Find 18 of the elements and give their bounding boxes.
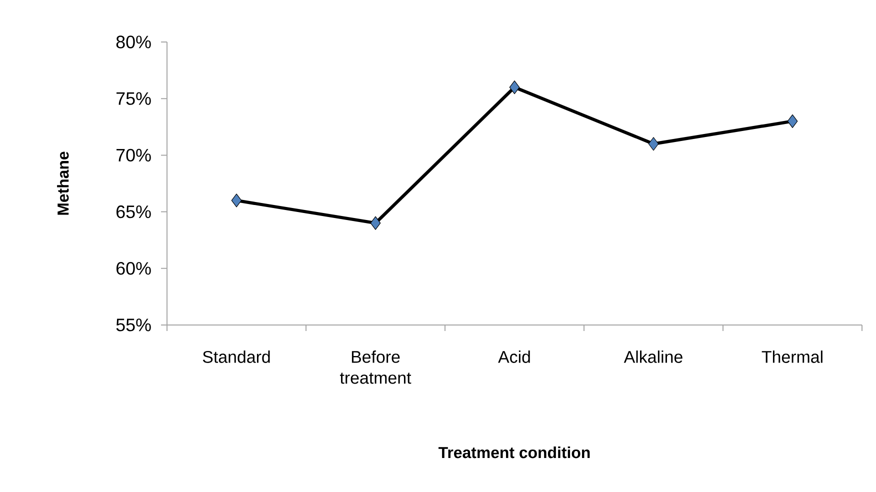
- x-tick-label: Thermal: [762, 350, 822, 363]
- y-tick-label: 80%: [116, 36, 151, 48]
- point: [370, 216, 381, 230]
- y-tick-label: 65%: [116, 205, 151, 218]
- y-tick-label: 70%: [116, 148, 151, 162]
- y-tick-label: 55%: [116, 318, 151, 332]
- x-axis-title: Treatment condition: [438, 446, 590, 458]
- point: [509, 80, 520, 94]
- point: [787, 114, 798, 128]
- x-tick-label: Before treatment: [340, 350, 412, 384]
- y-axis-title: Methane: [57, 152, 69, 215]
- point: [648, 137, 659, 151]
- y-tick-label: 75%: [116, 92, 151, 105]
- point: [231, 194, 242, 208]
- x-tick-label: Standard: [202, 350, 270, 363]
- x-tick-label: Acid: [498, 350, 530, 363]
- x-tick-label: Alkaline: [624, 350, 682, 363]
- y-tick-label: 60%: [116, 262, 151, 275]
